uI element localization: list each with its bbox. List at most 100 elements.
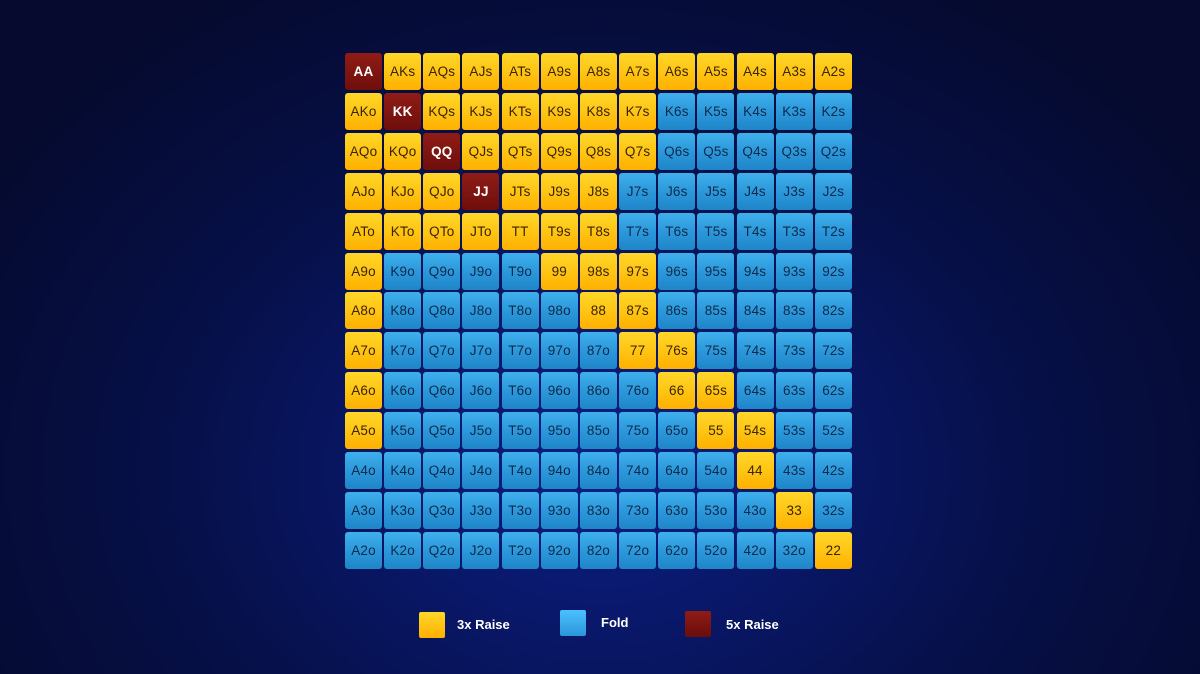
hand-cell-kqs[interactable]: KQs bbox=[423, 92, 461, 130]
hand-cell-96o[interactable]: 96o bbox=[540, 372, 578, 410]
hand-cell-a3o[interactable]: A3o bbox=[345, 491, 382, 529]
hand-cell-ajo[interactable]: AJo bbox=[345, 172, 382, 210]
hand-cell-j3o[interactable]: J3o bbox=[462, 491, 500, 529]
hand-cell-t2s[interactable]: T2s bbox=[814, 212, 852, 250]
hand-cell-32o[interactable]: 32o bbox=[775, 531, 813, 569]
hand-cell-k3o[interactable]: K3o bbox=[384, 491, 422, 529]
hand-cell-83o[interactable]: 83o bbox=[579, 491, 617, 529]
hand-cell-k4s[interactable]: K4s bbox=[736, 92, 774, 130]
hand-cell-q7o[interactable]: Q7o bbox=[423, 332, 461, 370]
hand-cell-52s[interactable]: 52s bbox=[814, 412, 852, 450]
hand-cell-ats[interactable]: ATs bbox=[501, 53, 539, 90]
hand-cell-a8s[interactable]: A8s bbox=[579, 53, 617, 90]
hand-cell-j4s[interactable]: J4s bbox=[736, 172, 774, 210]
hand-cell-a9o[interactable]: A9o bbox=[345, 252, 382, 290]
hand-cell-72s[interactable]: 72s bbox=[814, 332, 852, 370]
hand-cell-t8o[interactable]: T8o bbox=[501, 292, 539, 330]
hand-cell-65s[interactable]: 65s bbox=[697, 372, 735, 410]
hand-cell-95s[interactable]: 95s bbox=[697, 252, 735, 290]
hand-cell-t5s[interactable]: T5s bbox=[697, 212, 735, 250]
hand-cell-q9s[interactable]: Q9s bbox=[540, 132, 578, 170]
hand-cell-62o[interactable]: 62o bbox=[658, 531, 696, 569]
hand-cell-77[interactable]: 77 bbox=[619, 332, 657, 370]
hand-cell-a2o[interactable]: A2o bbox=[345, 531, 382, 569]
hand-cell-74s[interactable]: 74s bbox=[736, 332, 774, 370]
hand-cell-75o[interactable]: 75o bbox=[619, 412, 657, 450]
hand-cell-54o[interactable]: 54o bbox=[697, 452, 735, 490]
hand-cell-q7s[interactable]: Q7s bbox=[619, 132, 657, 170]
hand-cell-q8s[interactable]: Q8s bbox=[579, 132, 617, 170]
hand-cell-qjo[interactable]: QJo bbox=[423, 172, 461, 210]
hand-cell-aa[interactable]: AA bbox=[345, 53, 382, 90]
hand-cell-95o[interactable]: 95o bbox=[540, 412, 578, 450]
hand-cell-k5o[interactable]: K5o bbox=[384, 412, 422, 450]
hand-cell-73s[interactable]: 73s bbox=[775, 332, 813, 370]
hand-cell-63o[interactable]: 63o bbox=[658, 491, 696, 529]
hand-cell-93s[interactable]: 93s bbox=[775, 252, 813, 290]
hand-cell-kqo[interactable]: KQo bbox=[384, 132, 422, 170]
hand-cell-86s[interactable]: 86s bbox=[658, 292, 696, 330]
hand-cell-k5s[interactable]: K5s bbox=[697, 92, 735, 130]
hand-cell-k2s[interactable]: K2s bbox=[814, 92, 852, 130]
hand-cell-76o[interactable]: 76o bbox=[619, 372, 657, 410]
hand-cell-a4s[interactable]: A4s bbox=[736, 53, 774, 90]
hand-cell-j9o[interactable]: J9o bbox=[462, 252, 500, 290]
hand-cell-j6s[interactable]: J6s bbox=[658, 172, 696, 210]
hand-cell-82s[interactable]: 82s bbox=[814, 292, 852, 330]
hand-cell-75s[interactable]: 75s bbox=[697, 332, 735, 370]
hand-cell-t2o[interactable]: T2o bbox=[501, 531, 539, 569]
hand-cell-t6o[interactable]: T6o bbox=[501, 372, 539, 410]
hand-cell-a6s[interactable]: A6s bbox=[658, 53, 696, 90]
hand-cell-66[interactable]: 66 bbox=[658, 372, 696, 410]
hand-cell-53o[interactable]: 53o bbox=[697, 491, 735, 529]
hand-cell-j8o[interactable]: J8o bbox=[462, 292, 500, 330]
hand-cell-q2s[interactable]: Q2s bbox=[814, 132, 852, 170]
hand-cell-k8o[interactable]: K8o bbox=[384, 292, 422, 330]
hand-cell-q4s[interactable]: Q4s bbox=[736, 132, 774, 170]
hand-cell-k2o[interactable]: K2o bbox=[384, 531, 422, 569]
hand-cell-k9s[interactable]: K9s bbox=[540, 92, 578, 130]
hand-cell-k7o[interactable]: K7o bbox=[384, 332, 422, 370]
hand-cell-k6s[interactable]: K6s bbox=[658, 92, 696, 130]
hand-cell-87o[interactable]: 87o bbox=[579, 332, 617, 370]
hand-cell-qjs[interactable]: QJs bbox=[462, 132, 500, 170]
hand-cell-j2s[interactable]: J2s bbox=[814, 172, 852, 210]
hand-cell-t4o[interactable]: T4o bbox=[501, 452, 539, 490]
hand-cell-63s[interactable]: 63s bbox=[775, 372, 813, 410]
hand-cell-84o[interactable]: 84o bbox=[579, 452, 617, 490]
hand-cell-a3s[interactable]: A3s bbox=[775, 53, 813, 90]
hand-cell-tt[interactable]: TT bbox=[501, 212, 539, 250]
hand-cell-j7o[interactable]: J7o bbox=[462, 332, 500, 370]
hand-cell-92s[interactable]: 92s bbox=[814, 252, 852, 290]
hand-cell-j7s[interactable]: J7s bbox=[619, 172, 657, 210]
hand-cell-98s[interactable]: 98s bbox=[579, 252, 617, 290]
hand-cell-97s[interactable]: 97s bbox=[619, 252, 657, 290]
hand-cell-q5o[interactable]: Q5o bbox=[423, 412, 461, 450]
hand-cell-22[interactable]: 22 bbox=[814, 531, 852, 569]
hand-cell-j9s[interactable]: J9s bbox=[540, 172, 578, 210]
hand-cell-43s[interactable]: 43s bbox=[775, 452, 813, 490]
hand-cell-q9o[interactable]: Q9o bbox=[423, 252, 461, 290]
hand-cell-ako[interactable]: AKo bbox=[345, 92, 382, 130]
hand-cell-k9o[interactable]: K9o bbox=[384, 252, 422, 290]
hand-cell-kk[interactable]: KK bbox=[384, 92, 422, 130]
hand-cell-aqs[interactable]: AQs bbox=[423, 53, 461, 90]
hand-cell-ato[interactable]: ATo bbox=[345, 212, 382, 250]
hand-cell-q6o[interactable]: Q6o bbox=[423, 372, 461, 410]
hand-cell-k7s[interactable]: K7s bbox=[619, 92, 657, 130]
hand-cell-76s[interactable]: 76s bbox=[658, 332, 696, 370]
hand-cell-55[interactable]: 55 bbox=[697, 412, 735, 450]
hand-cell-kjs[interactable]: KJs bbox=[462, 92, 500, 130]
hand-cell-99[interactable]: 99 bbox=[540, 252, 578, 290]
hand-cell-jj[interactable]: JJ bbox=[462, 172, 500, 210]
hand-cell-j4o[interactable]: J4o bbox=[462, 452, 500, 490]
hand-cell-aqo[interactable]: AQo bbox=[345, 132, 382, 170]
hand-cell-33[interactable]: 33 bbox=[775, 491, 813, 529]
hand-cell-85s[interactable]: 85s bbox=[697, 292, 735, 330]
hand-cell-86o[interactable]: 86o bbox=[579, 372, 617, 410]
hand-cell-64s[interactable]: 64s bbox=[736, 372, 774, 410]
hand-cell-a2s[interactable]: A2s bbox=[814, 53, 852, 90]
hand-cell-a4o[interactable]: A4o bbox=[345, 452, 382, 490]
hand-cell-52o[interactable]: 52o bbox=[697, 531, 735, 569]
hand-cell-a6o[interactable]: A6o bbox=[345, 372, 382, 410]
